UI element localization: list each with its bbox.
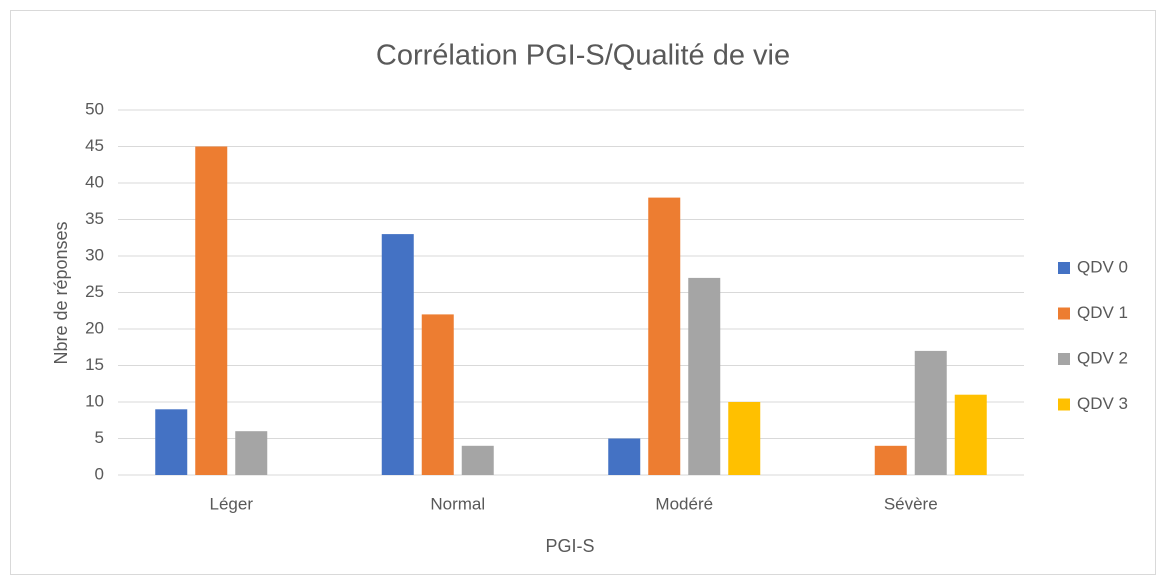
y-tick-label: 45 bbox=[85, 136, 104, 155]
legend-swatch bbox=[1058, 353, 1070, 365]
bar bbox=[954, 394, 987, 475]
y-tick-label: 15 bbox=[85, 355, 104, 374]
legend-swatch bbox=[1058, 307, 1070, 320]
bar bbox=[688, 277, 721, 475]
x-tick-label: Normal bbox=[430, 494, 485, 513]
y-tick-label: 5 bbox=[95, 428, 104, 447]
legend-label: QDV 3 bbox=[1077, 394, 1128, 413]
legend-label: QDV 1 bbox=[1077, 303, 1128, 322]
y-tick-label: 40 bbox=[85, 172, 104, 191]
bar bbox=[155, 409, 188, 475]
legend-label: QDV 2 bbox=[1077, 348, 1128, 367]
bar bbox=[648, 197, 681, 475]
bar bbox=[728, 402, 761, 475]
x-tick-label: Léger bbox=[210, 494, 254, 513]
y-tick-label: 30 bbox=[85, 245, 104, 264]
y-tick-label: 10 bbox=[85, 391, 104, 410]
y-tick-label: 50 bbox=[85, 99, 104, 118]
x-axis-label: PGI-S bbox=[545, 536, 594, 556]
y-tick-label: 20 bbox=[85, 318, 104, 337]
legend-swatch bbox=[1058, 398, 1070, 411]
bar bbox=[608, 438, 641, 475]
y-tick-label: 25 bbox=[85, 282, 104, 301]
bar bbox=[235, 431, 268, 475]
legend-label: QDV 0 bbox=[1077, 257, 1128, 276]
y-tick-label: 0 bbox=[95, 464, 104, 483]
chart-title: Corrélation PGI-S/Qualité de vie bbox=[376, 40, 790, 72]
bar bbox=[914, 350, 947, 475]
y-axis-label: Nbre de réponses bbox=[51, 221, 71, 364]
bar bbox=[195, 146, 228, 475]
x-tick-label: Sévère bbox=[884, 494, 938, 513]
bar bbox=[421, 314, 454, 475]
bar bbox=[461, 445, 494, 475]
bar bbox=[874, 445, 907, 475]
x-tick-label: Modéré bbox=[655, 494, 713, 513]
bar bbox=[381, 234, 414, 475]
y-tick-label: 35 bbox=[85, 209, 104, 228]
legend-swatch bbox=[1058, 262, 1070, 274]
